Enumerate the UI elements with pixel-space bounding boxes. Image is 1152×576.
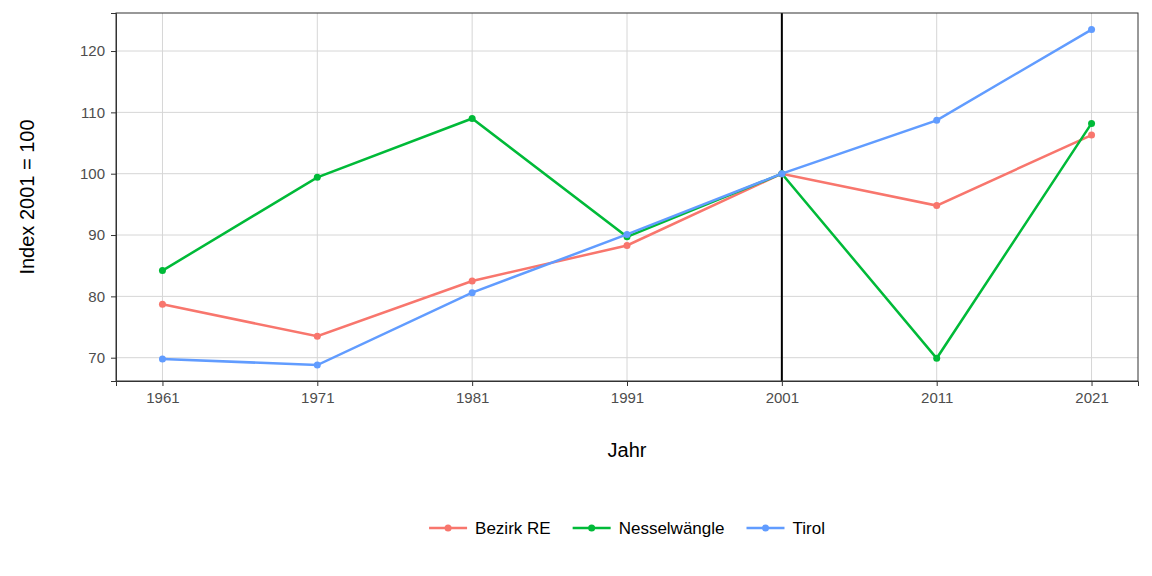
legend-item: Nesselwängle xyxy=(573,519,725,538)
series-point xyxy=(314,174,321,181)
series-line xyxy=(162,30,1091,365)
y-tick-label: 100 xyxy=(80,165,105,182)
x-tick-mark xyxy=(472,381,473,386)
y-tick-mark xyxy=(111,358,116,359)
x-tick-mark xyxy=(1092,381,1093,386)
y-tick-mark xyxy=(111,51,116,52)
y-axis-line xyxy=(111,14,117,382)
x-tick-label: 1971 xyxy=(301,389,334,406)
y-tick: 110 xyxy=(81,104,116,121)
series-point xyxy=(314,362,321,369)
y-tick-mark xyxy=(111,174,116,175)
y-tick-label: 120 xyxy=(80,42,105,59)
x-tick: 2001 xyxy=(766,381,799,406)
y-tick-label: 90 xyxy=(88,226,105,243)
x-tick-mark xyxy=(627,381,628,386)
panel-frame xyxy=(116,13,1138,381)
x-tick: 1981 xyxy=(456,381,489,406)
x-tick: 1961 xyxy=(146,381,179,406)
x-grid-line xyxy=(627,13,628,381)
y-tick-mark xyxy=(111,235,116,236)
series-point xyxy=(933,117,940,124)
x-grid-line xyxy=(936,13,937,381)
y-tick-label: 70 xyxy=(88,349,105,366)
y-tick-mark xyxy=(111,296,116,297)
legend-key-point xyxy=(762,525,769,532)
chart: 1961 1971 1981 1991 2001 2011 2021 70 80 90 100 110… xyxy=(0,0,1152,576)
series-point xyxy=(159,355,166,362)
x-tick-label: 2001 xyxy=(766,389,799,406)
legend-item: Tirol xyxy=(746,519,824,538)
y-tick: 90 xyxy=(88,226,116,243)
grid xyxy=(116,13,1138,381)
x-grid-line xyxy=(472,13,473,381)
series-point xyxy=(159,267,166,274)
x-axis: 1961 1971 1981 1991 2001 2011 2021 xyxy=(117,381,1139,406)
y-tick: 100 xyxy=(80,165,116,182)
legend-label: Tirol xyxy=(792,519,824,538)
x-tick-mark xyxy=(162,381,163,386)
reference-line xyxy=(781,13,783,381)
series-point xyxy=(469,278,476,285)
x-grid-line xyxy=(162,13,163,381)
legend-label: Nesselwängle xyxy=(619,519,725,538)
panel-background xyxy=(116,13,1138,381)
y-tick-mark xyxy=(111,112,116,113)
x-tick-label: 1961 xyxy=(146,389,179,406)
x-tick: 2021 xyxy=(1075,381,1108,406)
legend-item: Bezirk RE xyxy=(429,519,551,538)
plot: 1961 1971 1981 1991 2001 2011 2021 70 80 90 100 110… xyxy=(80,13,1139,406)
x-tick-label: 2021 xyxy=(1075,389,1108,406)
series-point xyxy=(624,242,631,249)
y-axis-title: Index 2001 = 100 xyxy=(16,119,38,274)
series-point xyxy=(778,170,785,177)
series-point xyxy=(1088,132,1095,139)
x-grid-line xyxy=(1091,13,1092,381)
y-tick-label: 110 xyxy=(81,104,105,121)
series-line xyxy=(162,118,1091,358)
data-area xyxy=(159,13,1095,381)
x-grid-line xyxy=(781,13,782,381)
series-point xyxy=(1088,120,1095,127)
series-point xyxy=(778,170,785,177)
x-tick-label: 1991 xyxy=(611,389,644,406)
legend-key-point xyxy=(445,525,452,532)
x-tick-label: 2011 xyxy=(921,389,953,406)
x-tick: 2011 xyxy=(921,381,953,406)
x-tick-mark xyxy=(937,381,938,386)
x-tick-label: 1981 xyxy=(456,389,489,406)
series-point xyxy=(159,301,166,308)
x-axis-title: Jahr xyxy=(608,439,647,461)
legend-key-point xyxy=(588,525,595,532)
y-tick: 80 xyxy=(88,288,116,305)
x-axis-line xyxy=(117,382,1139,387)
series-line xyxy=(162,135,1091,336)
x-tick-mark xyxy=(782,381,783,386)
series-point xyxy=(778,170,785,177)
y-tick-label: 80 xyxy=(88,288,105,305)
series-point xyxy=(933,355,940,362)
series-point xyxy=(314,333,321,340)
series-point xyxy=(469,115,476,122)
y-tick: 120 xyxy=(80,42,116,59)
legend-label: Bezirk RE xyxy=(475,519,551,538)
y-tick: 70 xyxy=(88,349,116,366)
y-axis: 70 80 90 100 110 120 xyxy=(80,14,117,382)
x-tick: 1971 xyxy=(301,381,334,406)
x-tick: 1991 xyxy=(611,381,644,406)
x-tick-mark xyxy=(317,381,318,386)
series-point xyxy=(624,231,631,238)
series-point xyxy=(469,289,476,296)
x-grid-line xyxy=(317,13,318,381)
series-point xyxy=(1088,26,1095,33)
legend: Bezirk RE Nesselwängle Tirol xyxy=(429,519,825,538)
series-point xyxy=(933,202,940,209)
